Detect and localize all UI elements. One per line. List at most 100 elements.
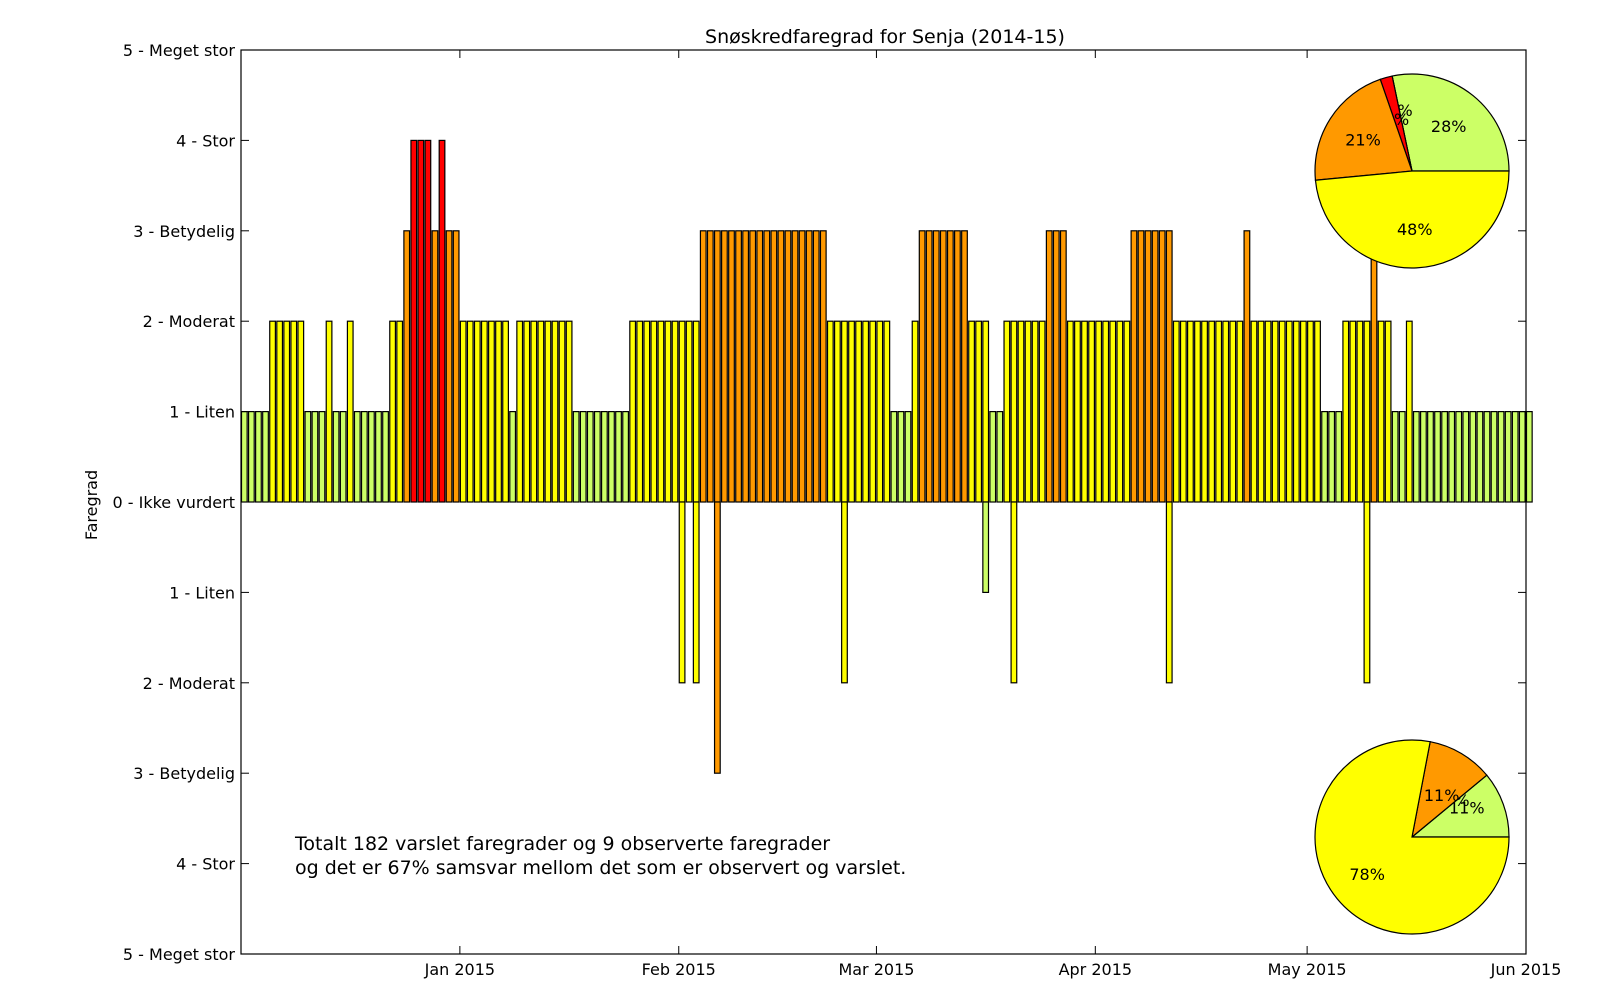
forecast-bar (664, 320, 672, 503)
forecast-bar (911, 320, 919, 503)
forecast-bar (1074, 320, 1081, 503)
forecast-bar (876, 320, 884, 503)
forecast-bar (1419, 411, 1427, 503)
observation-bar (841, 501, 848, 684)
forecast-bar (1427, 411, 1434, 503)
forecast-bar (1116, 320, 1124, 503)
forecast-bar (1264, 320, 1272, 503)
forecast-bar (332, 411, 340, 503)
y-tick-label: 0 - Ikke vurdert (113, 493, 236, 512)
forecast-bar (537, 320, 545, 503)
y-tick-label: 3 - Betydelig (133, 764, 235, 783)
forecast-bar (353, 411, 361, 503)
forecast-bar (1052, 230, 1060, 503)
forecast-bar (897, 411, 905, 503)
forecast-bar (1031, 320, 1039, 503)
y-axis-ticks: 5 - Meget stor 4 - Stor 3 - Betydelig 2 - M… (113, 41, 1526, 964)
forecast-bar (593, 411, 601, 503)
forecast-bar (812, 230, 820, 503)
forecast-bar (290, 320, 298, 503)
forecast-bar (523, 320, 531, 503)
y-tick-label: 5 - Meget stor (123, 41, 236, 60)
forecast-bar (417, 139, 425, 503)
forecast-bar (932, 230, 940, 503)
forecast-bar (643, 320, 651, 503)
forecast-bar (1172, 320, 1180, 503)
forecast-bar (466, 320, 474, 503)
forecast-bar (961, 230, 968, 503)
x-tick-label: Mar 2015 (838, 960, 914, 979)
forecast-bar (650, 320, 658, 503)
forecast-bar (1201, 320, 1208, 503)
forecast-bar (791, 230, 799, 503)
forecast-bar (1455, 411, 1463, 503)
forecast-bar (1130, 230, 1138, 503)
forecast-bar (544, 320, 552, 503)
observation-bar (1010, 501, 1018, 684)
forecast-bar (1250, 320, 1258, 503)
forecast-bar (1066, 320, 1074, 503)
forecast-bar (1229, 320, 1237, 503)
forecast-bar (615, 411, 622, 503)
forecast-bar (1434, 411, 1441, 503)
forecast-bar (1518, 411, 1526, 503)
forecast-bar (1024, 320, 1032, 503)
forecast-bar (1497, 411, 1505, 503)
forecast-bar (403, 230, 411, 503)
forecast-bar (678, 320, 686, 503)
forecast-bar (1017, 320, 1025, 503)
forecast-bar (600, 411, 608, 503)
x-tick-label: May 2015 (1268, 960, 1347, 979)
forecast-bar (276, 320, 284, 503)
y-tick-label: 5 - Meget stor (123, 945, 236, 964)
summary-line-2: og det er 67% samsvar mellom det som er … (295, 857, 906, 879)
forecast-bar (636, 320, 644, 503)
forecast-bar (247, 411, 255, 503)
forecast-bar (262, 411, 269, 503)
forecast-bar (1151, 230, 1159, 503)
forecast-bar (1349, 320, 1357, 503)
forecast-bar (629, 320, 637, 503)
forecast-bar (1314, 320, 1321, 503)
forecast-bar (1215, 320, 1223, 503)
forecast-bar (339, 411, 347, 503)
forecast-bar (389, 320, 397, 503)
observation-bar (692, 501, 700, 684)
forecast-pie-chart: 28%0%2%21%48% (1314, 73, 1510, 269)
forecast-bar (1525, 411, 1533, 503)
forecast-bar (1335, 411, 1343, 503)
forecast-bar (346, 320, 354, 503)
forecast-bar (318, 411, 326, 503)
forecast-bar (572, 411, 580, 503)
chart-title: Snøskredfaregrad for Senja (2014-15) (705, 26, 1065, 48)
forecast-bar (953, 230, 961, 503)
forecast-bar (367, 411, 375, 503)
forecast-bar (1299, 320, 1307, 503)
y-axis-label: Faregrad (82, 470, 101, 540)
forecast-bar (1504, 411, 1512, 503)
forecast-bar (1095, 320, 1103, 503)
forecast-bar (1208, 320, 1216, 503)
forecast-bar (530, 320, 538, 503)
forecast-bar (1186, 320, 1194, 503)
x-tick-label: Jan 2015 (424, 960, 495, 979)
x-tick-label: Apr 2015 (1059, 960, 1132, 979)
forecast-bar (1412, 411, 1420, 503)
forecast-bar (1278, 320, 1286, 503)
pie-slice-label: 48% (1397, 220, 1433, 239)
forecast-bar (1490, 411, 1498, 503)
forecast-bar (1483, 411, 1491, 503)
y-tick-label: 2 - Moderat (143, 674, 235, 693)
forecast-bar (777, 230, 785, 503)
pie-slice (1314, 739, 1510, 935)
y-tick-label: 3 - Betydelig (133, 222, 235, 241)
forecast-bar (1391, 411, 1399, 503)
forecast-bar (904, 411, 912, 503)
observation-bar (1363, 501, 1371, 684)
forecast-bar (1511, 411, 1519, 503)
forecast-bar (1179, 320, 1187, 503)
forecast-bar (396, 320, 404, 503)
pie-slice (1314, 170, 1510, 269)
forecast-bar (1328, 411, 1336, 503)
